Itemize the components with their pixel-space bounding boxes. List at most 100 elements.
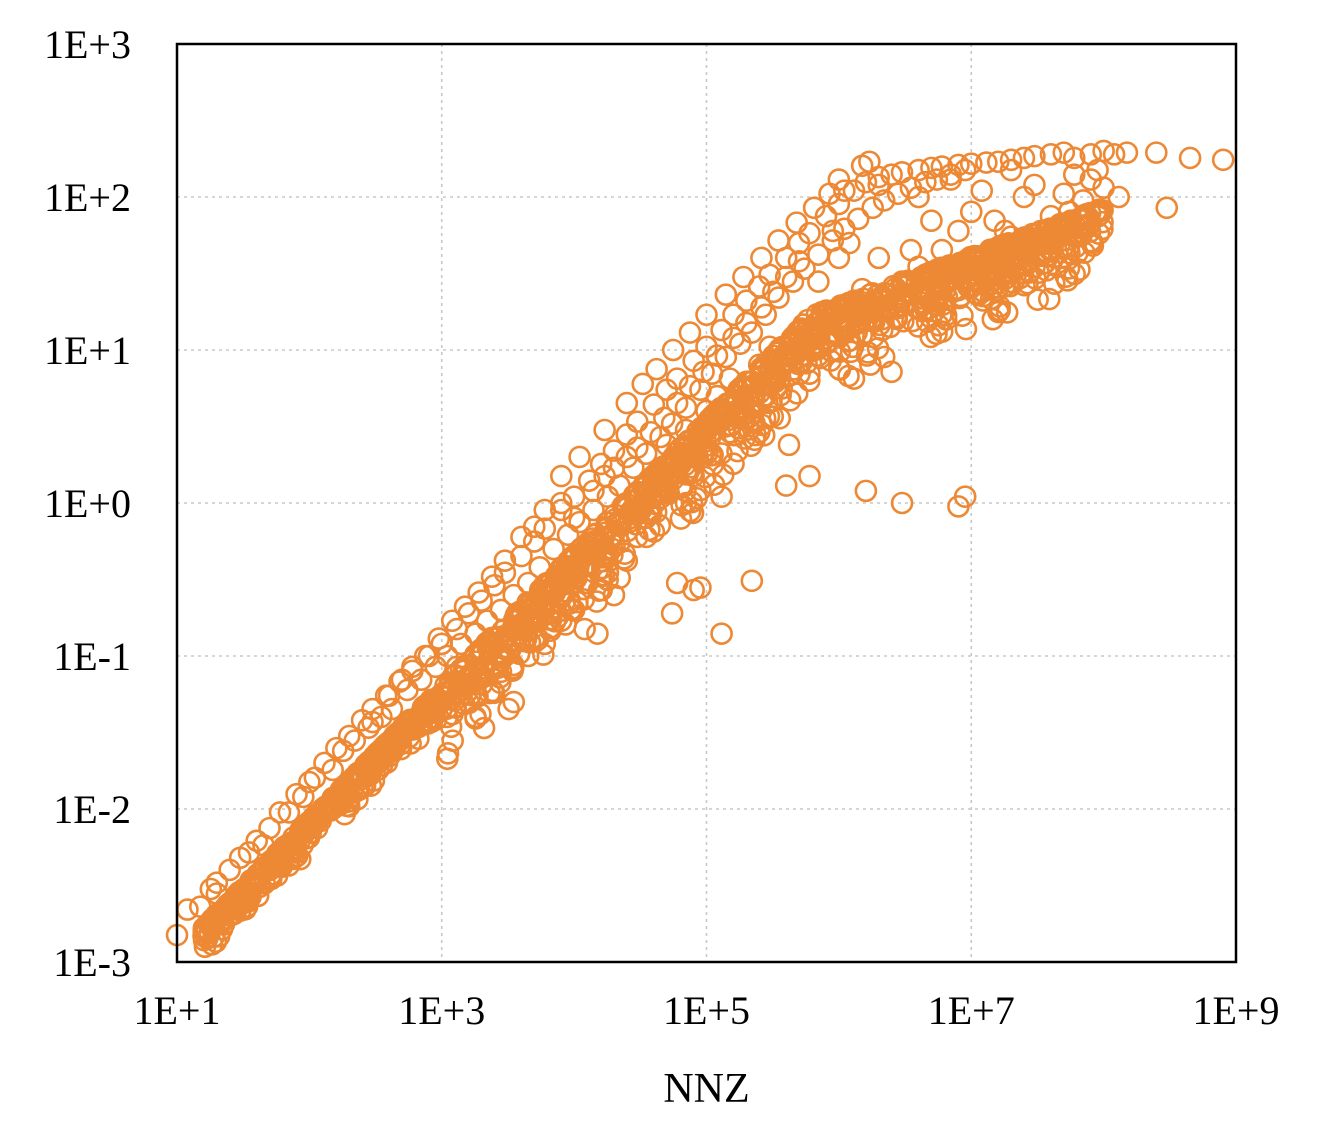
- data-point: [192, 928, 216, 952]
- data-point: [779, 350, 803, 374]
- data-point: [785, 211, 808, 234]
- data-point: [436, 747, 459, 771]
- data-point: [367, 758, 390, 781]
- data-point: [491, 629, 514, 652]
- data-point: [767, 229, 790, 252]
- data-point: [481, 633, 504, 657]
- data-points: [165, 139, 1235, 959]
- data-point: [795, 351, 818, 375]
- data-point: [288, 847, 312, 871]
- x-axis-tick-labels: 1E+1 1E+3 1E+5 1E+7 1E+9: [134, 988, 1280, 1033]
- data-point: [965, 255, 989, 279]
- data-point: [833, 179, 856, 202]
- data-point: [401, 655, 424, 679]
- data-point: [890, 491, 914, 515]
- data-point: [814, 204, 838, 228]
- data-point: [740, 377, 764, 400]
- data-point: [545, 569, 568, 592]
- data-point: [343, 729, 367, 752]
- data-point: [925, 168, 949, 191]
- data-point: [920, 156, 943, 180]
- data-point: [999, 148, 1023, 172]
- y-tick-label: 1E-1: [53, 634, 131, 679]
- data-point: [862, 309, 886, 333]
- data-point: [533, 517, 557, 540]
- data-point: [787, 249, 811, 273]
- data-point: [907, 185, 930, 209]
- y-tick-label: 1E+1: [44, 328, 131, 373]
- data-point: [1091, 217, 1114, 241]
- data-point: [738, 418, 761, 441]
- data-point: [798, 464, 821, 488]
- data-point: [497, 697, 520, 721]
- data-point: [615, 423, 639, 446]
- x-axis-title: NNZ: [663, 1066, 749, 1112]
- data-point: [440, 609, 464, 633]
- data-point: [1062, 163, 1086, 186]
- data-point: [941, 260, 965, 284]
- data-point: [549, 491, 573, 515]
- data-point: [332, 779, 355, 803]
- data-point: [1023, 173, 1046, 197]
- data-point: [947, 219, 970, 243]
- data-point: [827, 246, 851, 270]
- data-point: [798, 369, 821, 392]
- data-point: [1012, 146, 1036, 170]
- data-point: [374, 684, 398, 708]
- data-point: [1023, 144, 1046, 168]
- data-point: [689, 478, 712, 502]
- data-point: [842, 179, 866, 202]
- data-point: [586, 622, 609, 645]
- data-point: [670, 493, 693, 517]
- y-axis-tick-labels: 1E-3 1E-2 1E-1 1E+0 1E+1 1E+2 1E+3: [44, 22, 131, 985]
- data-point: [722, 326, 745, 350]
- y-tick-label: 1E+2: [44, 175, 131, 220]
- data-point: [602, 439, 626, 462]
- data-point: [277, 835, 301, 858]
- data-point: [818, 182, 841, 206]
- data-point: [750, 296, 773, 319]
- data-point: [244, 871, 268, 894]
- data-point: [493, 561, 517, 585]
- data-point: [838, 231, 861, 255]
- data-point: [695, 303, 718, 327]
- plot-area-frame: [175, 42, 1238, 964]
- data-point: [616, 519, 639, 543]
- data-point: [603, 503, 627, 527]
- data-point: [455, 681, 478, 705]
- data-point: [1178, 146, 1202, 170]
- data-point: [469, 666, 492, 690]
- data-point: [825, 324, 849, 347]
- data-point: [739, 434, 763, 458]
- data-point: [625, 410, 649, 433]
- y-tick-label: 1E-3: [53, 940, 131, 985]
- data-point: [493, 549, 517, 572]
- data-point: [568, 510, 591, 534]
- data-point: [755, 384, 778, 407]
- data-point: [714, 283, 738, 306]
- data-point: [385, 726, 409, 750]
- data-point: [1043, 272, 1066, 295]
- data-point: [1026, 288, 1049, 311]
- data-point: [218, 858, 241, 882]
- data-point: [568, 445, 591, 469]
- data-point: [205, 871, 229, 894]
- data-point: [976, 275, 1000, 298]
- data-point: [1052, 141, 1076, 164]
- data-point: [891, 294, 915, 317]
- data-point: [802, 196, 826, 220]
- data-point: [872, 189, 896, 212]
- data-point: [356, 764, 380, 788]
- data-point: [710, 485, 733, 508]
- data-point: [235, 895, 259, 918]
- data-point: [965, 268, 989, 292]
- data-point: [472, 716, 496, 740]
- data-point: [424, 692, 447, 716]
- data-point: [1012, 185, 1036, 209]
- data-point: [959, 152, 983, 176]
- data-point: [774, 474, 798, 497]
- data-point: [649, 459, 673, 483]
- data-point: [802, 338, 826, 361]
- data-point: [665, 391, 689, 415]
